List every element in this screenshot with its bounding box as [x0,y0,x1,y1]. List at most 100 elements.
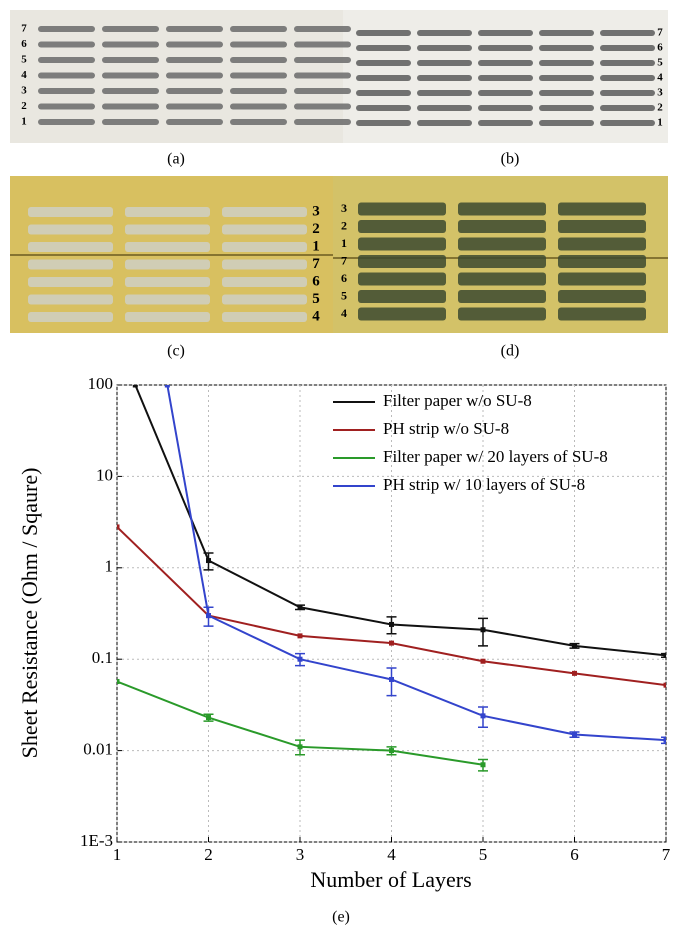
strip [600,45,655,51]
legend-label: PH strip w/o SU-8 [383,419,509,438]
strip [558,237,646,251]
strip [417,45,472,51]
strip [558,307,646,321]
marker [389,640,394,646]
strip [358,307,446,321]
strip [230,72,287,79]
strip [222,277,307,287]
row-label: 4 [657,72,663,84]
strip [417,30,472,36]
strip [356,90,411,96]
strip [222,312,307,322]
strip [417,90,472,96]
strip [539,90,594,96]
strip [38,119,95,125]
strip [125,242,210,252]
legend-label: Filter paper w/o SU-8 [383,391,532,410]
marker [572,670,577,676]
error-bar [295,604,305,611]
row-label: 4 [312,308,320,324]
strip [102,119,159,125]
strip [166,41,223,48]
marker [480,658,486,664]
strip [38,88,95,94]
strip [125,224,210,235]
strip [417,75,472,81]
strip [358,237,446,251]
panel-label: (a) [167,151,185,168]
strip [222,207,307,217]
row-label: 4 [341,306,347,320]
strip [102,57,159,63]
strip [294,103,351,110]
strip [558,272,646,286]
strip [478,120,533,126]
strip [558,255,646,268]
strip [356,60,411,66]
panel-label: (c) [167,343,185,360]
x-tick-label: 2 [204,845,213,864]
strip [28,224,113,235]
strip [125,207,210,217]
strip [38,57,95,63]
strip [28,312,113,322]
row-label: 5 [21,54,27,66]
strip [222,259,307,270]
strip [478,60,533,66]
row-label: 2 [657,102,663,114]
panel-label: (d) [501,343,520,360]
strip [458,202,546,216]
error-bar [386,616,397,635]
error-bar [295,739,305,756]
strip [417,60,472,66]
strip [417,120,472,126]
strip [356,105,411,111]
strip [125,277,210,287]
marker [117,524,120,530]
row-label: 1 [341,236,347,250]
strip [166,72,223,79]
strip [125,312,210,322]
row-label: 3 [657,87,663,99]
marker [663,682,666,688]
strip [356,120,411,126]
strip [458,290,546,303]
strip [539,60,594,66]
row-label: 3 [341,201,347,215]
strip [230,103,287,110]
strip [539,30,594,36]
marker [663,737,666,743]
strip [600,120,655,126]
row-label: 6 [21,38,27,50]
strip [102,88,159,94]
legend-label: PH strip w/ 10 layers of SU-8 [383,475,585,494]
row-label: 1 [21,116,27,128]
strip [222,242,307,252]
strip [600,30,655,36]
panel-label: (e) [332,909,350,926]
row-label: 4 [21,69,27,81]
strip [539,105,594,111]
row-label: 2 [312,221,320,237]
error-bar [386,667,397,697]
strip [358,290,446,303]
strip [539,45,594,51]
strip [558,290,646,303]
marker [164,385,170,388]
strip [358,202,446,216]
strip [478,30,533,36]
strip [458,307,546,321]
strip [166,119,223,125]
strip [356,75,411,81]
plot-area [117,385,666,772]
error-bar [203,552,214,571]
row-label: 7 [657,27,663,39]
row-label: 6 [312,273,320,289]
strip [294,88,351,94]
marker [132,385,138,388]
error-bar [203,606,214,627]
strip [102,72,159,79]
y-tick-label: 0.01 [83,740,113,759]
photo-d [333,176,668,333]
strip [458,220,546,233]
